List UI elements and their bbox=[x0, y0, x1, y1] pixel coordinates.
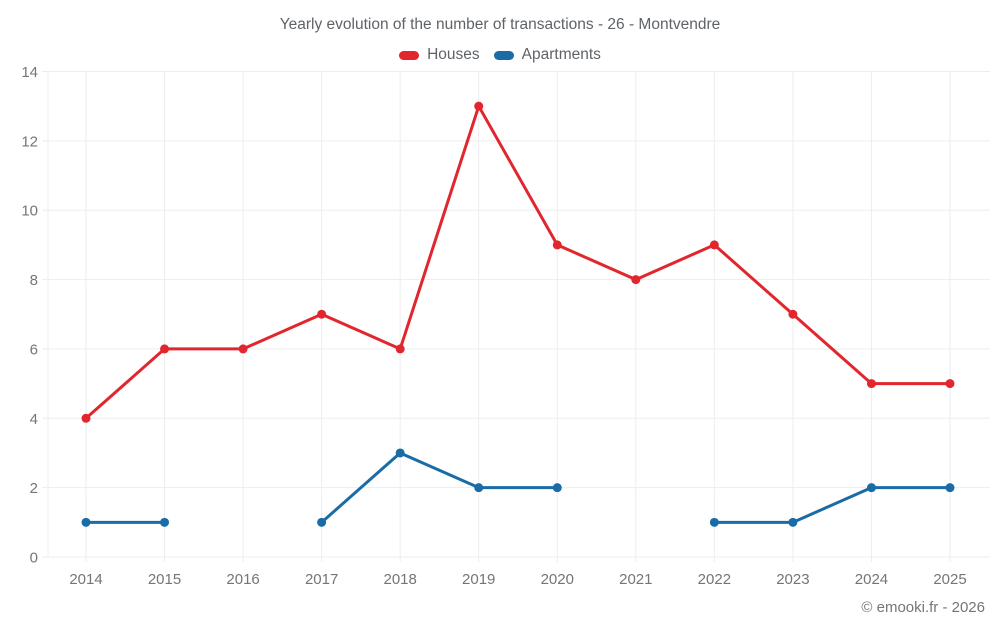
data-point-apartments[interactable] bbox=[395, 448, 405, 458]
data-point-houses[interactable] bbox=[866, 379, 876, 389]
y-axis-tick-label: 0 bbox=[30, 550, 38, 567]
x-axis-tick-label: 2023 bbox=[776, 571, 809, 588]
chart-title: Yearly evolution of the number of transa… bbox=[279, 16, 721, 33]
x-axis-tick-label: 2016 bbox=[226, 571, 259, 588]
x-axis-tick-label: 2020 bbox=[541, 571, 574, 588]
data-point-apartments[interactable] bbox=[552, 483, 562, 493]
y-axis-tick-label: 12 bbox=[21, 133, 38, 150]
x-axis-tick-label: 2022 bbox=[698, 571, 731, 588]
series-line-apartments bbox=[712, 486, 952, 524]
legend-label-houses: Houses bbox=[427, 46, 480, 63]
x-axis-tick-label: 2017 bbox=[305, 571, 338, 588]
data-point-apartments[interactable] bbox=[160, 517, 170, 527]
x-axis-tick-label: 2018 bbox=[383, 571, 416, 588]
legend-item-houses[interactable]: Houses bbox=[399, 46, 480, 64]
data-point-houses[interactable] bbox=[709, 240, 719, 250]
x-axis-tick-label: 2021 bbox=[619, 571, 652, 588]
y-axis-tick-label: 10 bbox=[21, 203, 38, 220]
y-axis-tick-label: 2 bbox=[30, 480, 38, 497]
y-axis-tick-label: 6 bbox=[30, 341, 38, 358]
data-point-houses[interactable] bbox=[552, 240, 562, 250]
data-point-houses[interactable] bbox=[631, 275, 641, 285]
apartments-series-swatch-icon bbox=[493, 50, 514, 60]
legend-label-apartments: Apartments bbox=[521, 46, 601, 63]
data-point-apartments[interactable] bbox=[474, 483, 484, 493]
data-point-houses[interactable] bbox=[474, 101, 484, 111]
copyright-watermark: © emooki.fr - 2026 bbox=[861, 599, 985, 616]
data-point-houses[interactable] bbox=[81, 413, 91, 423]
data-point-houses[interactable] bbox=[395, 344, 405, 354]
houses-series-swatch-icon bbox=[399, 50, 420, 60]
y-axis-tick-label: 14 bbox=[21, 64, 38, 81]
data-point-houses[interactable] bbox=[788, 309, 798, 319]
data-point-apartments[interactable] bbox=[81, 517, 91, 527]
series-line-apartments bbox=[320, 451, 559, 524]
data-point-houses[interactable] bbox=[160, 344, 170, 354]
data-point-houses[interactable] bbox=[945, 379, 955, 389]
data-point-apartments[interactable] bbox=[866, 483, 876, 493]
legend-item-apartments[interactable]: Apartments bbox=[493, 46, 601, 64]
data-point-houses[interactable] bbox=[317, 309, 327, 319]
x-axis-tick-label: 2025 bbox=[933, 571, 966, 588]
y-axis-tick-label: 8 bbox=[30, 272, 38, 289]
x-axis-tick-label: 2014 bbox=[69, 571, 102, 588]
data-point-apartments[interactable] bbox=[317, 517, 327, 527]
legend: Houses Apartments bbox=[0, 46, 1000, 64]
y-axis-tick-label: 4 bbox=[30, 411, 38, 428]
x-axis-tick-label: 2015 bbox=[148, 571, 181, 588]
series-line-houses bbox=[84, 104, 952, 420]
data-point-apartments[interactable] bbox=[709, 517, 719, 527]
x-axis-tick-label: 2019 bbox=[462, 571, 495, 588]
x-axis-tick-label: 2024 bbox=[855, 571, 888, 588]
data-point-houses[interactable] bbox=[238, 344, 248, 354]
data-point-apartments[interactable] bbox=[788, 517, 798, 527]
data-point-apartments[interactable] bbox=[945, 483, 955, 493]
